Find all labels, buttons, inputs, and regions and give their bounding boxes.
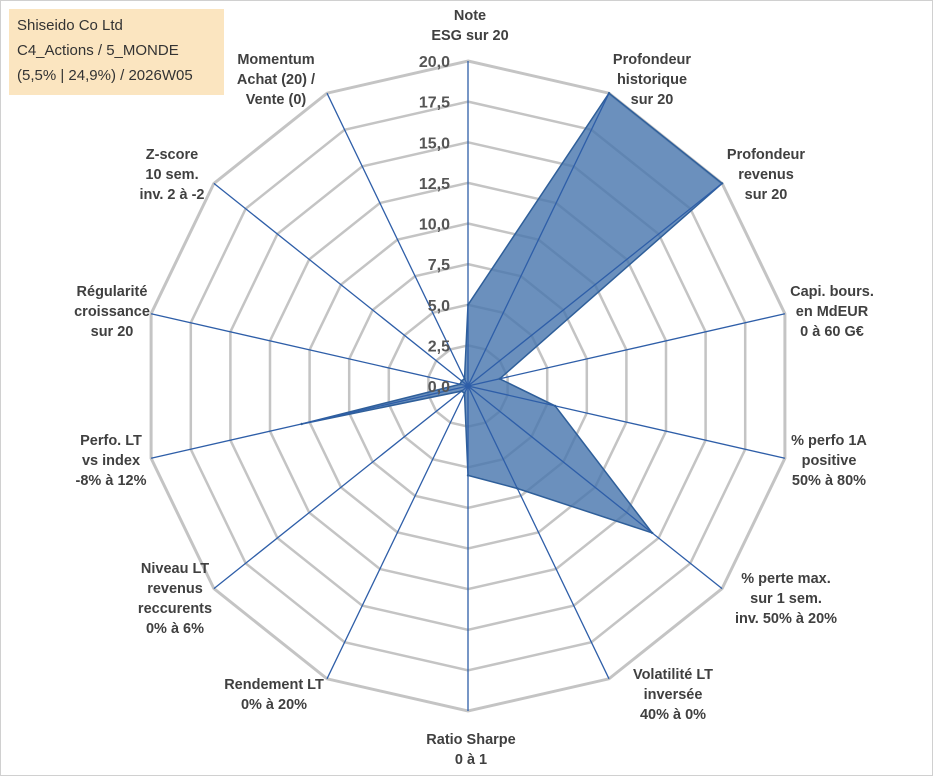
- data-area: [301, 92, 724, 535]
- axis-label-line: 10 sem.: [145, 167, 198, 183]
- axis-label-line: 50% à 80%: [792, 473, 866, 489]
- info-box: Shiseido Co Ltd C4_Actions / 5_MONDE (5,…: [9, 9, 224, 95]
- tick-label: 0,0: [428, 379, 450, 396]
- axis-label-line: Profondeur: [613, 52, 691, 68]
- axis-spoke: [150, 385, 469, 459]
- tick-label: 2,5: [428, 338, 450, 355]
- axis-label-line: Profondeur: [727, 147, 805, 163]
- axis-label-line: sur 20: [745, 187, 788, 203]
- data-point: [651, 531, 654, 535]
- data-point: [466, 303, 470, 306]
- axis-label-line: Régularité: [77, 284, 148, 300]
- axis-label-line: revenus: [147, 581, 203, 597]
- axis-label-line: positive: [802, 453, 857, 469]
- axis-spoke: [213, 385, 469, 590]
- axis-spoke: [326, 385, 469, 680]
- info-category: C4_Actions / 5_MONDE: [17, 42, 179, 59]
- axis-label-line: sur 20: [91, 324, 134, 340]
- axis-label-line: inv. 2 à -2: [139, 187, 204, 203]
- axis-label-line: 0% à 6%: [146, 621, 204, 637]
- axis-label-line: revenus: [738, 167, 794, 183]
- axis-label: Régularité croissance sur 20: [74, 284, 150, 340]
- axis-spoke: [467, 385, 610, 680]
- axis-label-line: Volatilité LT: [633, 667, 713, 683]
- axis-label: Rendement LT 0% à 20%: [224, 677, 324, 713]
- axis-label-line: Vente (0): [246, 92, 307, 108]
- axis-label-line: Achat (20) /: [237, 72, 315, 88]
- tick-label: 12,5: [419, 176, 450, 193]
- data-point: [300, 422, 303, 426]
- axis-label-line: -8% à 12%: [76, 473, 147, 489]
- axis-spoke: [467, 385, 723, 590]
- tick-label: 20,0: [419, 54, 450, 71]
- axis-label: Perfo. LT vs index -8% à 12%: [76, 433, 147, 489]
- data-point: [720, 182, 724, 185]
- axis-label-line: sur 1 sem.: [750, 591, 822, 607]
- axis-label-line: vs index: [82, 453, 140, 469]
- axis-label-line: Perfo. LT: [80, 433, 142, 449]
- axis-label: Note ESG sur 20: [431, 8, 508, 44]
- axis-label-line: % perfo 1A: [791, 433, 867, 449]
- axis-label-line: ESG sur 20: [431, 28, 508, 44]
- axis-spoke: [213, 182, 469, 387]
- tick-label: 7,5: [428, 257, 450, 274]
- info-range: (5,5% | 24,9%) / 2026W05: [17, 67, 193, 84]
- axis-label-line: 0 à 60 G€: [800, 324, 864, 340]
- data-point: [463, 377, 466, 380]
- axis-label-line: Rendement LT: [224, 677, 324, 693]
- axis-label: % perte max. sur 1 sem. inv. 50% à 20%: [735, 571, 837, 627]
- info-company: Shiseido Co Ltd: [17, 17, 123, 34]
- axis-label-line: sur 20: [631, 92, 674, 108]
- data-point: [463, 392, 466, 395]
- axis-label: Profondeur historique sur 20: [613, 52, 691, 108]
- axis-spoke: [467, 313, 786, 387]
- data-point: [553, 404, 557, 408]
- data-point: [498, 377, 501, 380]
- axis-label-line: Niveau LT: [141, 561, 209, 577]
- axis-label-line: inv. 50% à 20%: [735, 611, 837, 627]
- axis-spoke: [150, 313, 469, 387]
- axis-label: Profondeur revenus sur 20: [727, 147, 805, 203]
- axis-label-line: Capi. bours.: [790, 284, 874, 300]
- axis-label-line: en MdEUR: [796, 304, 869, 320]
- data-point: [466, 474, 470, 477]
- axis-label-line: reccurents: [138, 601, 212, 617]
- tick-label: 17,5: [419, 95, 450, 112]
- tick-label: 5,0: [428, 298, 450, 315]
- axis-label: Capi. bours. en MdEUR 0 à 60 G€: [790, 284, 874, 340]
- axis-spoke: [467, 182, 723, 387]
- axis-label-line: 0% à 20%: [241, 697, 307, 713]
- axis-label-line: 0 à 1: [455, 752, 487, 768]
- tick-label: 10,0: [419, 217, 450, 234]
- axis-label: Momentum Achat (20) / Vente (0): [237, 52, 315, 108]
- axis-spoke: [326, 92, 469, 387]
- axis-label-line: 40% à 0%: [640, 707, 706, 723]
- axis-label: Ratio Sharpe 0 à 1: [426, 732, 515, 768]
- axis-label-line: Z-score: [146, 147, 198, 163]
- tick-label: 15,0: [419, 135, 450, 152]
- axis-label-line: croissance: [74, 304, 150, 320]
- axis-label-line: Momentum: [237, 52, 314, 68]
- axis-label-line: Note: [454, 8, 486, 24]
- data-point: [460, 379, 463, 383]
- axis-spoke: [467, 385, 786, 459]
- axis-label: Volatilité LT inversée 40% à 0%: [633, 667, 713, 723]
- axis-label-line: Ratio Sharpe: [426, 732, 515, 748]
- axis-spoke: [467, 92, 610, 387]
- data-point: [460, 389, 463, 393]
- data-point: [516, 487, 519, 490]
- axis-label: % perfo 1A positive 50% à 80%: [791, 433, 867, 489]
- data-point: [607, 92, 611, 95]
- axis-label: Z-score 10 sem. inv. 2 à -2: [139, 147, 204, 203]
- axis-label-line: % perte max.: [741, 571, 830, 587]
- axis-label-line: inversée: [644, 687, 703, 703]
- data-point: [458, 383, 462, 386]
- axis-label: Niveau LT revenus reccurents 0% à 6%: [138, 561, 212, 637]
- axis-label-line: historique: [617, 72, 687, 88]
